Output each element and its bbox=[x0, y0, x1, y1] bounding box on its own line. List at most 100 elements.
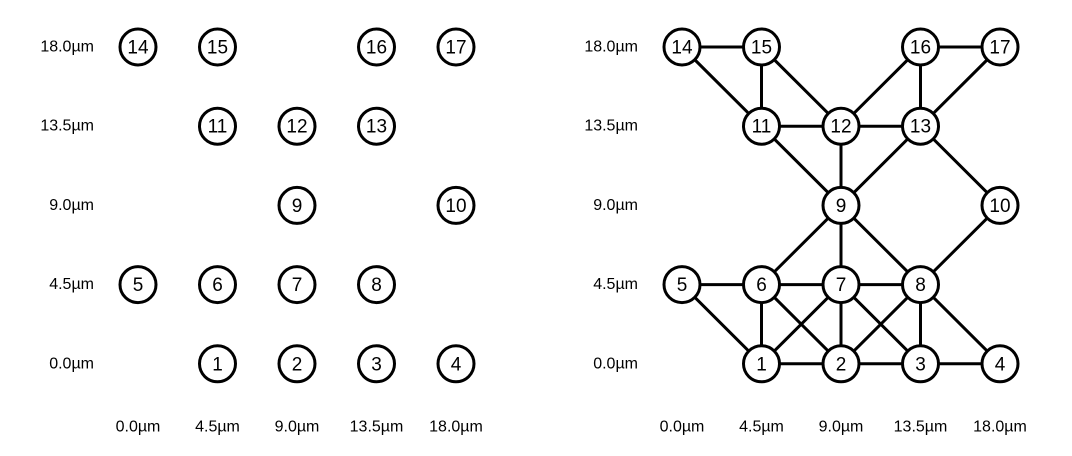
y-tick-label: 4.5µm bbox=[593, 276, 638, 293]
node-label: 12 bbox=[286, 117, 307, 138]
node-12: 12 bbox=[277, 106, 317, 146]
node-circle bbox=[742, 265, 781, 305]
node-label: 1 bbox=[756, 354, 767, 375]
node-15: 15 bbox=[742, 27, 781, 67]
node-circle bbox=[277, 344, 317, 384]
y-tick-label: 0.0µm bbox=[49, 355, 94, 372]
node-label: 12 bbox=[830, 117, 851, 138]
node-label: 2 bbox=[292, 354, 303, 375]
x-tick-label: 9.0µm bbox=[819, 419, 864, 436]
node-circle bbox=[277, 106, 317, 146]
y-axis-labels: 18.0µm 13.5µm 9.0µm 4.5µm 0.0µm bbox=[40, 39, 94, 373]
node-circle bbox=[901, 344, 940, 384]
node-circle bbox=[436, 344, 476, 384]
node-2: 2 bbox=[277, 344, 317, 384]
node-label: 7 bbox=[292, 275, 303, 296]
node-14: 14 bbox=[118, 27, 158, 67]
node-label: 4 bbox=[451, 354, 462, 375]
node-label: 11 bbox=[208, 117, 228, 138]
node-circle bbox=[277, 265, 317, 305]
node-label: 8 bbox=[371, 275, 382, 296]
x-tick-label: 4.5µm bbox=[195, 419, 240, 436]
node-2: 2 bbox=[821, 344, 861, 384]
node-circle bbox=[980, 185, 1020, 225]
node-label: 5 bbox=[677, 275, 688, 296]
node-circle bbox=[821, 106, 861, 146]
x-tick-label: 18.0µm bbox=[429, 419, 483, 436]
node-label: 16 bbox=[910, 38, 931, 59]
node-circle bbox=[901, 265, 940, 305]
node-label: 5 bbox=[133, 275, 144, 296]
node-label: 13 bbox=[366, 117, 387, 138]
node-13: 13 bbox=[901, 106, 940, 146]
node-17: 17 bbox=[436, 27, 476, 67]
y-tick-label: 13.5µm bbox=[40, 118, 94, 135]
node-circle bbox=[357, 265, 396, 305]
x-tick-label: 13.5µm bbox=[350, 419, 404, 436]
node-label: 7 bbox=[836, 275, 847, 296]
node-circle bbox=[901, 106, 940, 146]
node-circle bbox=[742, 106, 781, 146]
node-label: 10 bbox=[989, 196, 1010, 217]
node-14: 14 bbox=[662, 27, 702, 67]
node-circle bbox=[821, 265, 861, 305]
x-axis-labels: 0.0µm 4.5µm 9.0µm 13.5µm 18.0µm bbox=[660, 419, 1027, 436]
node-11: 11 bbox=[198, 106, 237, 146]
node-13: 13 bbox=[357, 106, 396, 146]
x-tick-label: 13.5µm bbox=[894, 419, 948, 436]
node-label: 11 bbox=[752, 117, 772, 138]
node-label: 13 bbox=[910, 117, 931, 138]
node-circle bbox=[821, 344, 861, 384]
node-3: 3 bbox=[901, 344, 940, 384]
node-label: 3 bbox=[371, 354, 382, 375]
node-7: 7 bbox=[821, 265, 861, 305]
node-16: 16 bbox=[357, 27, 396, 67]
node-1: 1 bbox=[198, 344, 237, 384]
node-label: 10 bbox=[445, 196, 466, 217]
node-label: 14 bbox=[671, 38, 693, 59]
node-9: 9 bbox=[821, 185, 861, 225]
node-circle bbox=[198, 106, 237, 146]
node-circle bbox=[118, 27, 158, 67]
node-label: 8 bbox=[915, 275, 926, 296]
node-circle bbox=[742, 27, 781, 67]
node-label: 2 bbox=[836, 354, 847, 375]
node-label: 1 bbox=[212, 354, 223, 375]
y-tick-label: 18.0µm bbox=[584, 39, 638, 56]
node-15: 15 bbox=[198, 27, 237, 67]
node-circle bbox=[662, 265, 702, 305]
node-1: 1 bbox=[742, 344, 781, 384]
node-circle bbox=[980, 344, 1020, 384]
node-label: 16 bbox=[366, 38, 387, 59]
x-tick-label: 9.0µm bbox=[275, 419, 320, 436]
x-tick-label: 18.0µm bbox=[973, 419, 1027, 436]
node-circle bbox=[198, 265, 237, 305]
node-7: 7 bbox=[277, 265, 317, 305]
y-tick-label: 18.0µm bbox=[40, 39, 94, 56]
node-label: 6 bbox=[756, 275, 767, 296]
node-circle bbox=[742, 344, 781, 384]
node-11: 11 bbox=[742, 106, 781, 146]
node-8: 8 bbox=[357, 265, 396, 305]
node-label: 9 bbox=[836, 196, 847, 217]
x-tick-label: 0.0µm bbox=[660, 419, 705, 436]
node-circle bbox=[277, 185, 317, 225]
x-axis-labels: 0.0µm 4.5µm 9.0µm 13.5µm 18.0µm bbox=[116, 419, 483, 436]
node-circle bbox=[662, 27, 702, 67]
node-4: 4 bbox=[980, 344, 1020, 384]
node-circle bbox=[821, 185, 861, 225]
node-6: 6 bbox=[742, 265, 781, 305]
node-5: 5 bbox=[662, 265, 702, 305]
y-tick-label: 0.0µm bbox=[593, 355, 638, 372]
y-axis-labels: 18.0µm 13.5µm 9.0µm 4.5µm 0.0µm bbox=[584, 39, 638, 373]
node-16: 16 bbox=[901, 27, 940, 67]
y-tick-label: 13.5µm bbox=[584, 118, 638, 135]
node-circle bbox=[198, 27, 237, 67]
node-circle bbox=[357, 106, 396, 146]
node-12: 12 bbox=[821, 106, 861, 146]
node-10: 10 bbox=[436, 185, 476, 225]
node-label: 15 bbox=[207, 38, 228, 59]
node-label: 9 bbox=[292, 196, 303, 217]
node-circle bbox=[980, 27, 1020, 67]
